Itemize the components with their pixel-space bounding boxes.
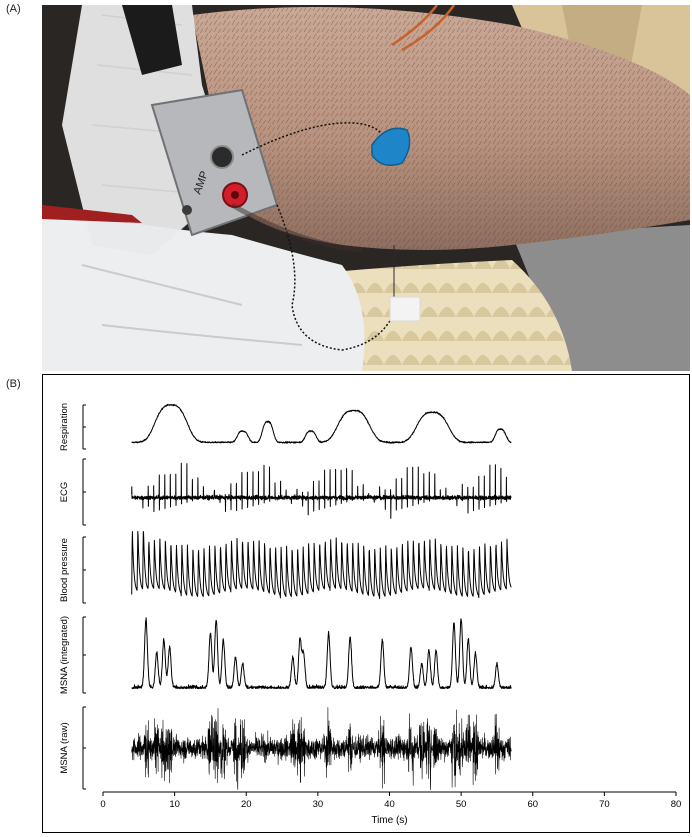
setup-photo: AMP [42, 5, 690, 371]
series-label: MSNA (raw) [59, 722, 70, 773]
red-wire [42, 205, 142, 223]
x-axis: 0 10 20 30 40 50 60 70 80 Time (s) [100, 791, 682, 826]
trace-row-msna-integrated: MSNA (integrated) [59, 616, 512, 694]
trace-line-msna-integrated [131, 617, 512, 690]
x-tick-label: 20 [241, 799, 252, 810]
trace-row-blood-pressure: Blood pressure [59, 531, 512, 604]
x-tick-label: 60 [527, 799, 538, 810]
x-axis-title: Time (s) [371, 815, 407, 826]
trace-row-ecg: ECG [59, 458, 512, 526]
panel-b-label: (B) [6, 378, 21, 390]
x-tick-label: 70 [599, 799, 610, 810]
setup-photo-drawing: AMP [42, 5, 690, 371]
trace-line-ecg [131, 462, 512, 519]
x-tick-label: 50 [456, 799, 467, 810]
orange-cable [391, 5, 456, 52]
series-label: MSNA (integrated) [59, 616, 70, 694]
trace-row-respiration: Respiration [59, 403, 512, 451]
traces-svg: Respiration ECG Blood pressure MSNA (integr… [59, 403, 682, 826]
traces-chart: Respiration ECG Blood pressure MSNA (integr… [42, 374, 690, 833]
series-label: ECG [59, 482, 70, 503]
series-label: Respiration [59, 403, 70, 451]
x-tick-label: 40 [384, 799, 395, 810]
trace-line-msna-raw [131, 707, 512, 791]
x-tick-label: 10 [169, 799, 180, 810]
trace-line-blood-pressure [131, 531, 512, 600]
blue-electrode [371, 127, 411, 166]
x-tick-label: 0 [100, 799, 105, 810]
trace-line-respiration [131, 403, 512, 444]
x-tick-label: 30 [313, 799, 324, 810]
black-strap [122, 5, 182, 75]
series-label: Blood pressure [59, 538, 70, 602]
white-tape-square [389, 296, 421, 322]
coiled-wire [241, 122, 388, 156]
trace-row-msna-raw: MSNA (raw) [59, 706, 512, 791]
black-jack [210, 145, 234, 169]
panel-a-label: (A) [6, 3, 21, 15]
x-tick-label: 80 [671, 799, 682, 810]
